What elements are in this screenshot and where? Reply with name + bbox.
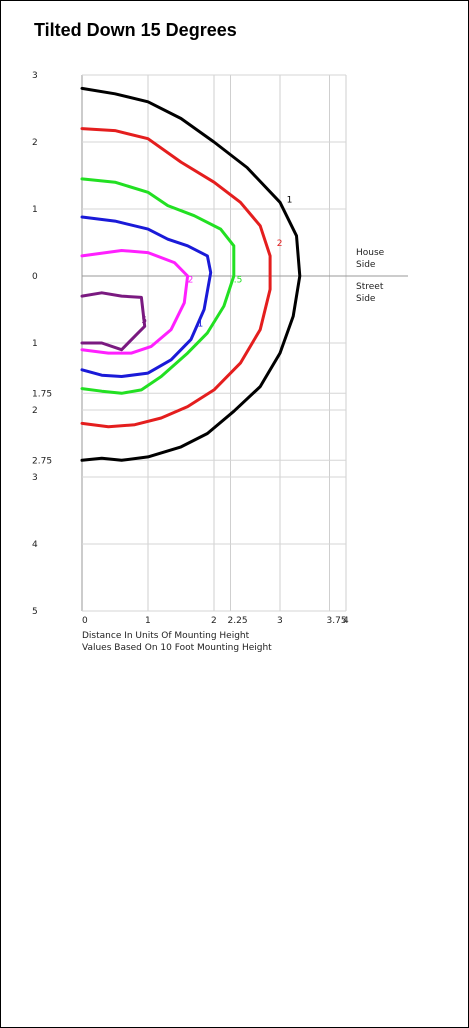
x-axis-label: Distance In Units Of Mounting Height (82, 631, 250, 641)
y-tick-label-4: 1 (32, 339, 38, 349)
y-tick-label-8: 3 (32, 473, 38, 483)
mounting-height-note: Values Based On 10 Foot Mounting Height (82, 643, 272, 653)
x-tick-label-0: 0 (82, 616, 88, 626)
street-side-label-0: Street (356, 282, 384, 292)
contour-line-1 (80, 127, 272, 429)
contour-line-5 (80, 291, 147, 352)
house-side-label-0: House (356, 248, 385, 258)
y-tick-label-5: 1.75 (32, 389, 52, 399)
y-tick-label-1: 2 (32, 138, 38, 148)
x-tick-label-2: 2 (211, 616, 217, 626)
house-side-label-1: Side (356, 260, 376, 270)
y-tick-label-6: 2 (32, 406, 38, 416)
contour-label-2: .5 (234, 276, 243, 286)
y-tick-label-2: 1 (32, 205, 38, 215)
contour-line-3 (80, 215, 213, 378)
contour-label-5: 5 (141, 316, 147, 326)
y-tick-label-10: 5 (32, 607, 38, 617)
y-tick-label-7: 2.75 (32, 456, 52, 466)
contour-label-3: 1 (198, 319, 204, 329)
contour-label-0: 1 (287, 195, 293, 205)
y-tick-label-9: 4 (32, 540, 38, 550)
street-side-label-1: Side (356, 294, 376, 304)
x-tick-label-6: 4 (343, 616, 349, 626)
contour-label-1: 2 (277, 239, 283, 249)
y-tick-label-0: 3 (32, 71, 38, 81)
contour-line-2 (80, 177, 236, 395)
x-tick-label-3: 2.25 (228, 616, 248, 626)
contour-line-4 (80, 249, 190, 355)
x-tick-label-1: 1 (145, 616, 151, 626)
chart-title: Tilted Down 15 Degrees (34, 20, 237, 40)
contour-label-4: 2 (188, 276, 194, 286)
x-tick-label-4: 3 (277, 616, 283, 626)
x-tick-label-5: 3.75 (327, 616, 347, 626)
contour-line-0 (80, 86, 302, 462)
y-tick-label-3: 0 (32, 272, 38, 282)
